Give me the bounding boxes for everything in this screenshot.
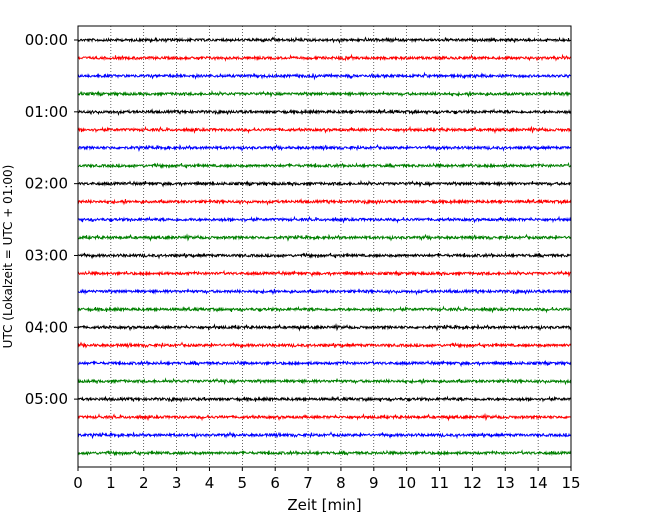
trace-01:00 [77,108,572,117]
x-tick-label: 6 [270,474,280,492]
x-tick-label: 15 [561,474,580,492]
trace-01:30 [77,143,572,152]
trace-02:45 [77,233,572,242]
x-tick-label: 11 [430,474,449,492]
y-axis-label: UTC (Lokalzeit = UTC + 01:00) [1,165,15,349]
trace-00:00 [77,36,572,45]
x-tick-label: 9 [369,474,379,492]
y-tick-label: 01:00 [25,103,68,121]
x-tick-label: 14 [529,474,548,492]
trace-05:15 [77,412,572,422]
y-axis-ticks: 00:00 01:00 02:00 03:00 04:00 05:00 [25,31,78,408]
x-tick-label: 0 [73,474,83,492]
y-tick-label: 04:00 [25,318,68,336]
trace-04:15 [77,341,572,350]
trace-03:30 [77,287,572,296]
trace-02:00 [77,179,572,188]
x-tick-label: 10 [397,474,416,492]
trace-04:30 [77,359,572,368]
trace-03:15 [77,269,572,278]
x-tick-label: 4 [205,474,215,492]
x-tick-label: 12 [463,474,482,492]
trace-01:45 [77,161,572,169]
x-tick-label: 3 [172,474,182,492]
x-tick-label: 5 [238,474,248,492]
trace-05:30 [77,431,572,440]
trace-02:15 [77,198,572,206]
grid-lines [110,26,539,467]
y-tick-label: 00:00 [25,31,68,49]
x-axis-ticks: 0 1 2 3 4 5 6 7 8 9 10 11 12 13 14 15 [73,467,581,492]
trace-03:45 [77,305,572,314]
plot-frame [77,25,572,468]
x-tick-label: 13 [496,474,515,492]
trace-05:45 [77,449,572,457]
trace-00:30 [77,71,572,81]
seismic-traces [77,36,572,457]
trace-01:15 [77,125,572,135]
x-axis-label: Zeit [min] [287,496,361,514]
trace-03:00 [77,251,572,260]
trace-04:00 [77,322,572,332]
trace-02:30 [77,215,572,224]
x-tick-label: 2 [139,474,149,492]
trace-00:15 [77,53,572,62]
trace-05:00 [77,395,572,403]
trace-04:45 [77,377,572,386]
y-tick-label: 03:00 [25,246,68,264]
trace-00:45 [77,89,572,98]
x-tick-label: 8 [336,474,346,492]
y-tick-label: 02:00 [25,175,68,193]
x-tick-label: 1 [106,474,116,492]
x-tick-label: 7 [303,474,313,492]
y-tick-label: 05:00 [25,390,68,408]
